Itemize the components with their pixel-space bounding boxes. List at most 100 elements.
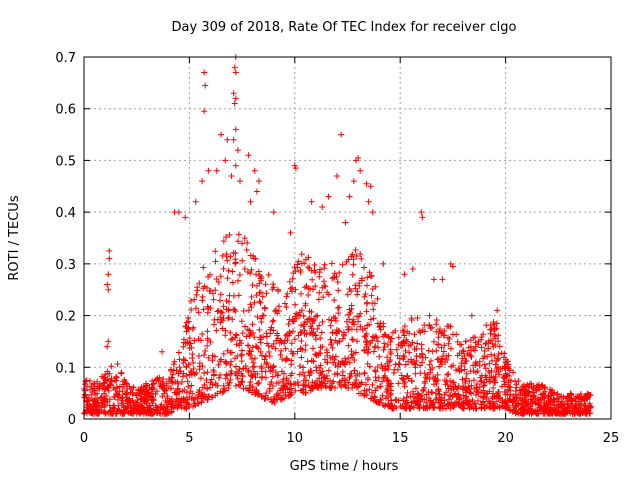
data-point [468, 312, 475, 319]
data-point [222, 358, 229, 365]
data-point [314, 312, 321, 319]
data-point [386, 381, 393, 388]
data-point [536, 386, 543, 393]
data-point [220, 265, 227, 272]
data-point [113, 377, 120, 384]
data-point [380, 402, 387, 409]
data-point [110, 405, 117, 412]
data-point [505, 361, 512, 368]
data-point [414, 314, 421, 321]
data-point [317, 350, 324, 357]
data-point [235, 292, 242, 299]
data-point [257, 275, 264, 282]
data-point [480, 387, 487, 394]
data-point [505, 365, 512, 372]
data-point [307, 285, 314, 292]
y-tick-label: 0.1 [55, 361, 76, 376]
data-point [303, 283, 310, 290]
data-point [386, 401, 393, 408]
data-point [353, 252, 360, 259]
data-point [427, 357, 434, 364]
data-point [366, 269, 373, 276]
data-point [126, 399, 133, 406]
data-point [371, 367, 378, 374]
data-point [395, 334, 402, 341]
data-point [209, 352, 216, 359]
data-point [307, 323, 314, 330]
data-point [292, 387, 299, 394]
data-point [435, 386, 442, 393]
data-point [402, 347, 409, 354]
data-point [294, 348, 301, 355]
data-point [233, 332, 240, 339]
data-point [425, 389, 432, 396]
data-point [163, 387, 170, 394]
data-point [348, 370, 355, 377]
data-point [188, 306, 195, 313]
data-point [368, 292, 375, 299]
data-point [466, 404, 473, 411]
data-point [165, 376, 172, 383]
data-point [205, 273, 212, 280]
data-point [467, 389, 474, 396]
data-point [229, 268, 236, 275]
data-point [289, 275, 296, 282]
data-point [181, 404, 188, 411]
data-point [200, 264, 207, 271]
data-point [430, 276, 437, 283]
data-point [435, 334, 442, 341]
data-point [469, 398, 476, 405]
data-point [491, 321, 498, 328]
data-point [429, 389, 436, 396]
data-point [226, 379, 233, 386]
data-point [350, 256, 357, 263]
data-point [288, 348, 295, 355]
data-point [166, 397, 173, 404]
data-point [244, 239, 251, 246]
data-point [421, 380, 428, 387]
data-point [232, 355, 239, 362]
data-point [569, 410, 576, 417]
data-point [540, 403, 547, 410]
data-point [403, 397, 410, 404]
data-point [288, 288, 295, 295]
data-point [201, 352, 208, 359]
data-point [449, 379, 456, 386]
data-point [96, 409, 103, 416]
data-point [257, 339, 264, 346]
x-tick-label: 25 [603, 431, 620, 446]
data-point [426, 376, 433, 383]
data-point [321, 265, 328, 272]
data-point [119, 388, 126, 395]
data-point [100, 382, 107, 389]
data-point [365, 374, 372, 381]
data-point [401, 380, 408, 387]
data-point [341, 376, 348, 383]
data-point [245, 152, 252, 159]
data-point [285, 377, 292, 384]
data-point [129, 398, 136, 405]
data-point [294, 379, 301, 386]
data-point [288, 381, 295, 388]
data-point [404, 372, 411, 379]
data-point [345, 379, 352, 386]
data-point [317, 266, 324, 273]
data-point [186, 393, 193, 400]
data-point [408, 315, 415, 322]
data-point [311, 317, 318, 324]
data-point [227, 376, 234, 383]
data-point [249, 344, 256, 351]
data-point [302, 389, 309, 396]
data-point [493, 398, 500, 405]
data-point [495, 332, 502, 339]
data-point [370, 306, 377, 313]
data-point [471, 385, 478, 392]
data-point [535, 410, 542, 417]
data-point [342, 219, 349, 226]
data-point [363, 300, 370, 307]
data-point [273, 380, 280, 387]
data-point [210, 296, 217, 303]
data-point [431, 381, 438, 388]
data-point [474, 381, 481, 388]
data-point [376, 353, 383, 360]
